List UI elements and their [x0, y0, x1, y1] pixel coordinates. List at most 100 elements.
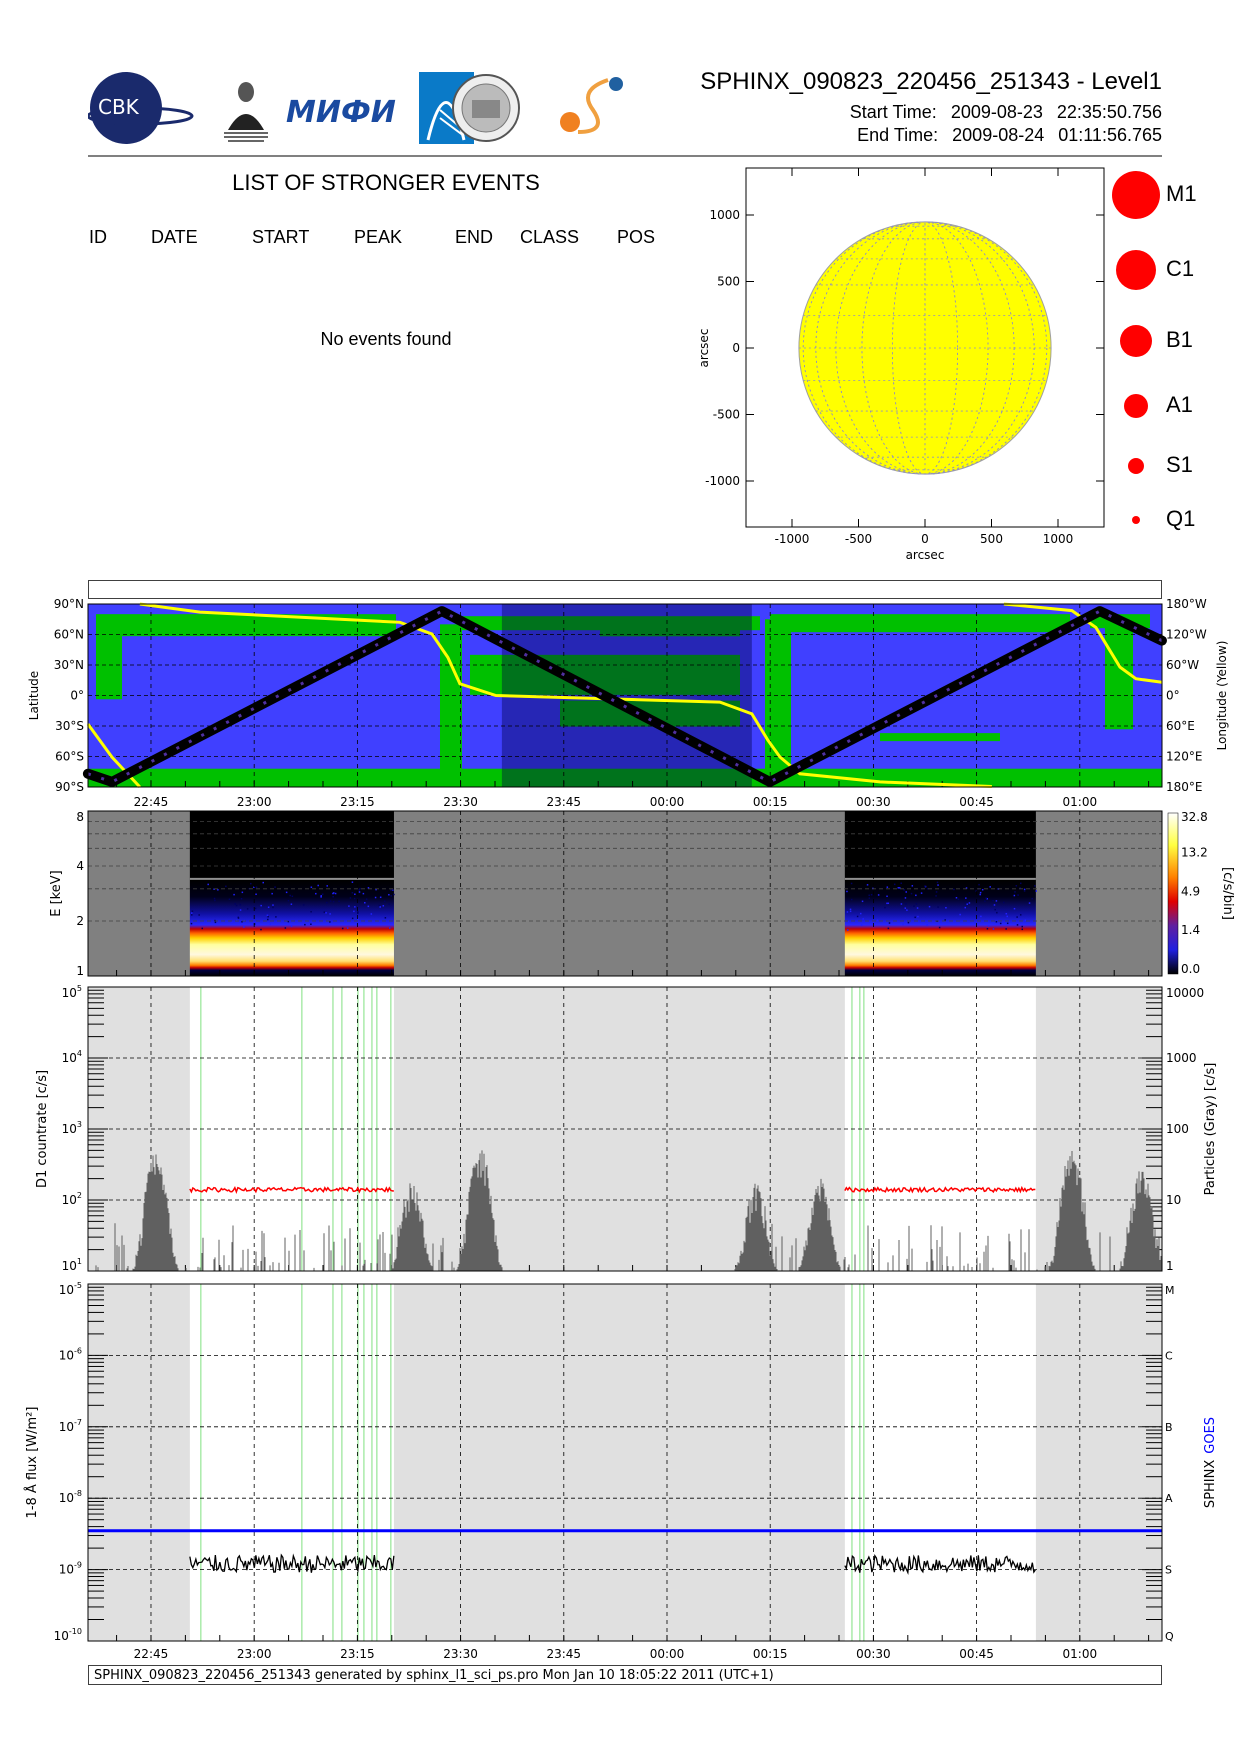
- spectrogram-speckle: [957, 898, 960, 901]
- countrate-tick-label-base: 10: [62, 986, 77, 1000]
- column-date: DATE: [151, 227, 198, 247]
- spectrogram-speckle: [953, 888, 955, 891]
- goes-class-label: M: [1165, 1284, 1175, 1297]
- start-time-label: Start Time:: [849, 102, 937, 122]
- spectrogram-speckle: [920, 892, 923, 894]
- spectrogram-speckle: [944, 919, 946, 921]
- map-land: [770, 614, 1070, 633]
- spectrogram-frame: [87, 810, 1163, 977]
- spectrogram-speckle: [255, 886, 258, 889]
- legend-marker-a1: [1124, 394, 1148, 418]
- spectrogram-speckle: [353, 910, 355, 913]
- spectrogram-speckle: [847, 929, 849, 931]
- flux-tick-label-base: 10: [59, 1563, 74, 1577]
- sun-y-tick-label: -500: [713, 408, 740, 422]
- ground-track-activity-dots: [87, 609, 1163, 784]
- spectrogram-speckle: [1015, 885, 1018, 887]
- spectrogram-speckle: [1006, 915, 1008, 918]
- institution-logos: CBK МИФИ: [88, 72, 623, 144]
- spectrogram-speckle: [978, 883, 980, 886]
- spectrogram-speckle: [378, 904, 381, 907]
- spectrogram-speckle: [849, 910, 852, 913]
- longitude-tick-label: 60°E: [1166, 719, 1195, 733]
- spectrogram-speckle: [201, 927, 204, 930]
- header-divider: [88, 155, 1162, 157]
- no-events-message: No events found: [320, 329, 452, 349]
- goes-class-label: S: [1165, 1564, 1172, 1577]
- spectrogram-speckle: [936, 881, 939, 884]
- flux-tick-label: 10-9: [59, 1561, 82, 1577]
- spectrogram-speckle: [992, 899, 994, 902]
- spectrogram-speckle: [886, 902, 888, 905]
- spectrogram-speckle: [1031, 897, 1033, 900]
- energy-tick-label: 4: [76, 859, 84, 873]
- sun-longitude-gridline: [802, 221, 1048, 475]
- flux-axis-label: 1-8 Å flux [W/m²]: [24, 1407, 40, 1519]
- spectrogram-speckle: [900, 903, 903, 905]
- spectrogram-speckle: [254, 907, 257, 910]
- spectrogram-speckle: [367, 887, 370, 889]
- spectrogram-speckle: [846, 911, 849, 913]
- spectrogram-speckle: [384, 900, 386, 903]
- spectrogram-speckle: [198, 914, 200, 916]
- spectrogram-speckle: [302, 904, 305, 906]
- spectrogram-speckle: [1003, 901, 1005, 904]
- sun-y-tick-label: 1000: [709, 208, 740, 222]
- spectrogram-speckle: [935, 895, 937, 897]
- flux-tick-label-base: 10: [54, 1629, 69, 1643]
- spectrogram-speckle: [274, 886, 276, 888]
- legend-marker-b1: [1120, 325, 1152, 357]
- map-land: [96, 619, 122, 700]
- time-tick-label: 23:00: [237, 1647, 272, 1661]
- flux-tick-label-exponent: -10: [69, 1627, 82, 1636]
- column-class: CLASS: [520, 227, 580, 247]
- lebedev-institute-logo: [224, 82, 268, 142]
- spectrogram-speckle: [1023, 888, 1026, 891]
- spectrogram-speckle: [234, 903, 236, 905]
- goes-class-label: B: [1165, 1421, 1173, 1434]
- spectrogram-speckle: [325, 912, 327, 914]
- spectrogram-speckle: [1013, 894, 1016, 897]
- spectrogram-speckle: [239, 903, 242, 906]
- latitude-axis-label: Latitude: [27, 671, 41, 720]
- flux-tick-label-exponent: -8: [74, 1489, 82, 1498]
- spectrogram-speckle: [253, 923, 256, 925]
- spectrogram-speckle: [235, 904, 238, 907]
- spectrogram-speckle: [965, 887, 968, 889]
- spectrogram-speckle: [287, 899, 290, 902]
- map-land: [440, 624, 462, 785]
- spectrogram-speckle: [914, 916, 916, 919]
- colorbar-tick-label: 4.9: [1181, 884, 1200, 898]
- spectrogram-speckle: [904, 897, 907, 899]
- sun-y-axis-label: arcsec: [697, 329, 711, 368]
- longitude-tick-label: 0°: [1166, 689, 1180, 703]
- spectrogram-speckle: [907, 921, 910, 924]
- map-land: [880, 733, 1000, 742]
- longitude-tick-label: 180°E: [1166, 780, 1203, 794]
- flux-tick-label-base: 10: [59, 1491, 74, 1505]
- spectrogram-speckle: [986, 898, 988, 900]
- flux-frame: [87, 1283, 1163, 1642]
- spectrogram-speckle: [284, 927, 287, 929]
- sun-x-axis-label: arcsec: [906, 548, 945, 562]
- time-tick-label: 22:45: [134, 795, 169, 809]
- spectrogram-speckle: [191, 914, 193, 916]
- mifi-logo: МИФИ: [286, 95, 396, 130]
- map-land: [96, 614, 396, 637]
- spectrogram-speckle: [332, 892, 334, 895]
- spectrogram-data-block: [844, 811, 1036, 976]
- spectrogram-speckle: [354, 893, 356, 896]
- spectrogram-speckle: [362, 892, 365, 895]
- particles-tick-label: 10: [1166, 1193, 1181, 1207]
- spectrogram-speckle: [266, 914, 269, 917]
- latitude-tick-label: 90°S: [55, 780, 84, 794]
- spectrogram-speckle: [872, 887, 874, 890]
- countrate-tick-label-base: 10: [62, 1051, 77, 1065]
- footer-generated-by: SPHINX_090823_220456_251343 generated by…: [88, 1665, 1162, 1685]
- longitude-tick-label: 120°E: [1166, 750, 1203, 764]
- spectrogram-speckle: [937, 884, 939, 886]
- countrate-tick-label-base: 10: [62, 1122, 77, 1136]
- column-end: END: [455, 227, 494, 247]
- spectrogram-speckle: [326, 885, 328, 887]
